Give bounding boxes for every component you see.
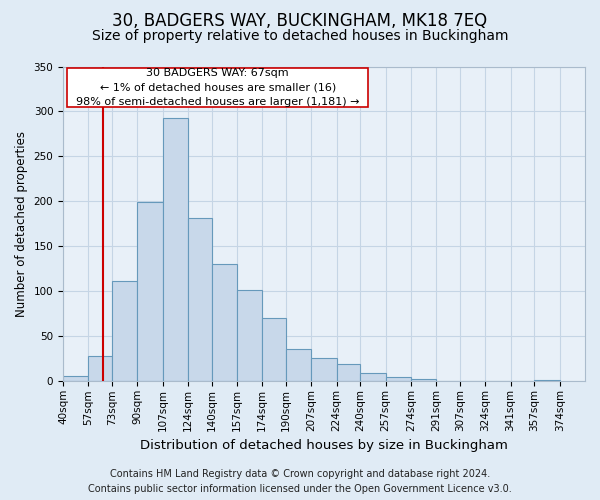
Bar <box>311 358 337 382</box>
Bar <box>212 264 237 382</box>
Text: 30, BADGERS WAY, BUCKINGHAM, MK18 7EQ: 30, BADGERS WAY, BUCKINGHAM, MK18 7EQ <box>112 12 488 30</box>
Bar <box>88 356 112 382</box>
Bar <box>411 378 436 382</box>
Bar <box>286 349 311 382</box>
Y-axis label: Number of detached properties: Number of detached properties <box>15 131 28 317</box>
Bar <box>163 118 188 382</box>
Bar <box>237 290 262 382</box>
Text: Contains HM Land Registry data © Crown copyright and database right 2024.
Contai: Contains HM Land Registry data © Crown c… <box>88 469 512 494</box>
Bar <box>262 318 286 382</box>
Bar <box>63 376 88 382</box>
Text: Size of property relative to detached houses in Buckingham: Size of property relative to detached ho… <box>92 29 508 43</box>
Bar <box>485 380 511 382</box>
FancyBboxPatch shape <box>67 68 368 107</box>
Bar <box>188 218 212 382</box>
Bar <box>535 380 560 382</box>
Text: 30 BADGERS WAY: 67sqm
← 1% of detached houses are smaller (16)
98% of semi-detac: 30 BADGERS WAY: 67sqm ← 1% of detached h… <box>76 68 359 108</box>
X-axis label: Distribution of detached houses by size in Buckingham: Distribution of detached houses by size … <box>140 440 508 452</box>
Bar <box>337 364 361 382</box>
Bar <box>436 380 460 382</box>
Bar <box>137 202 163 382</box>
Bar <box>386 377 411 382</box>
Bar <box>112 280 137 382</box>
Bar <box>361 374 386 382</box>
